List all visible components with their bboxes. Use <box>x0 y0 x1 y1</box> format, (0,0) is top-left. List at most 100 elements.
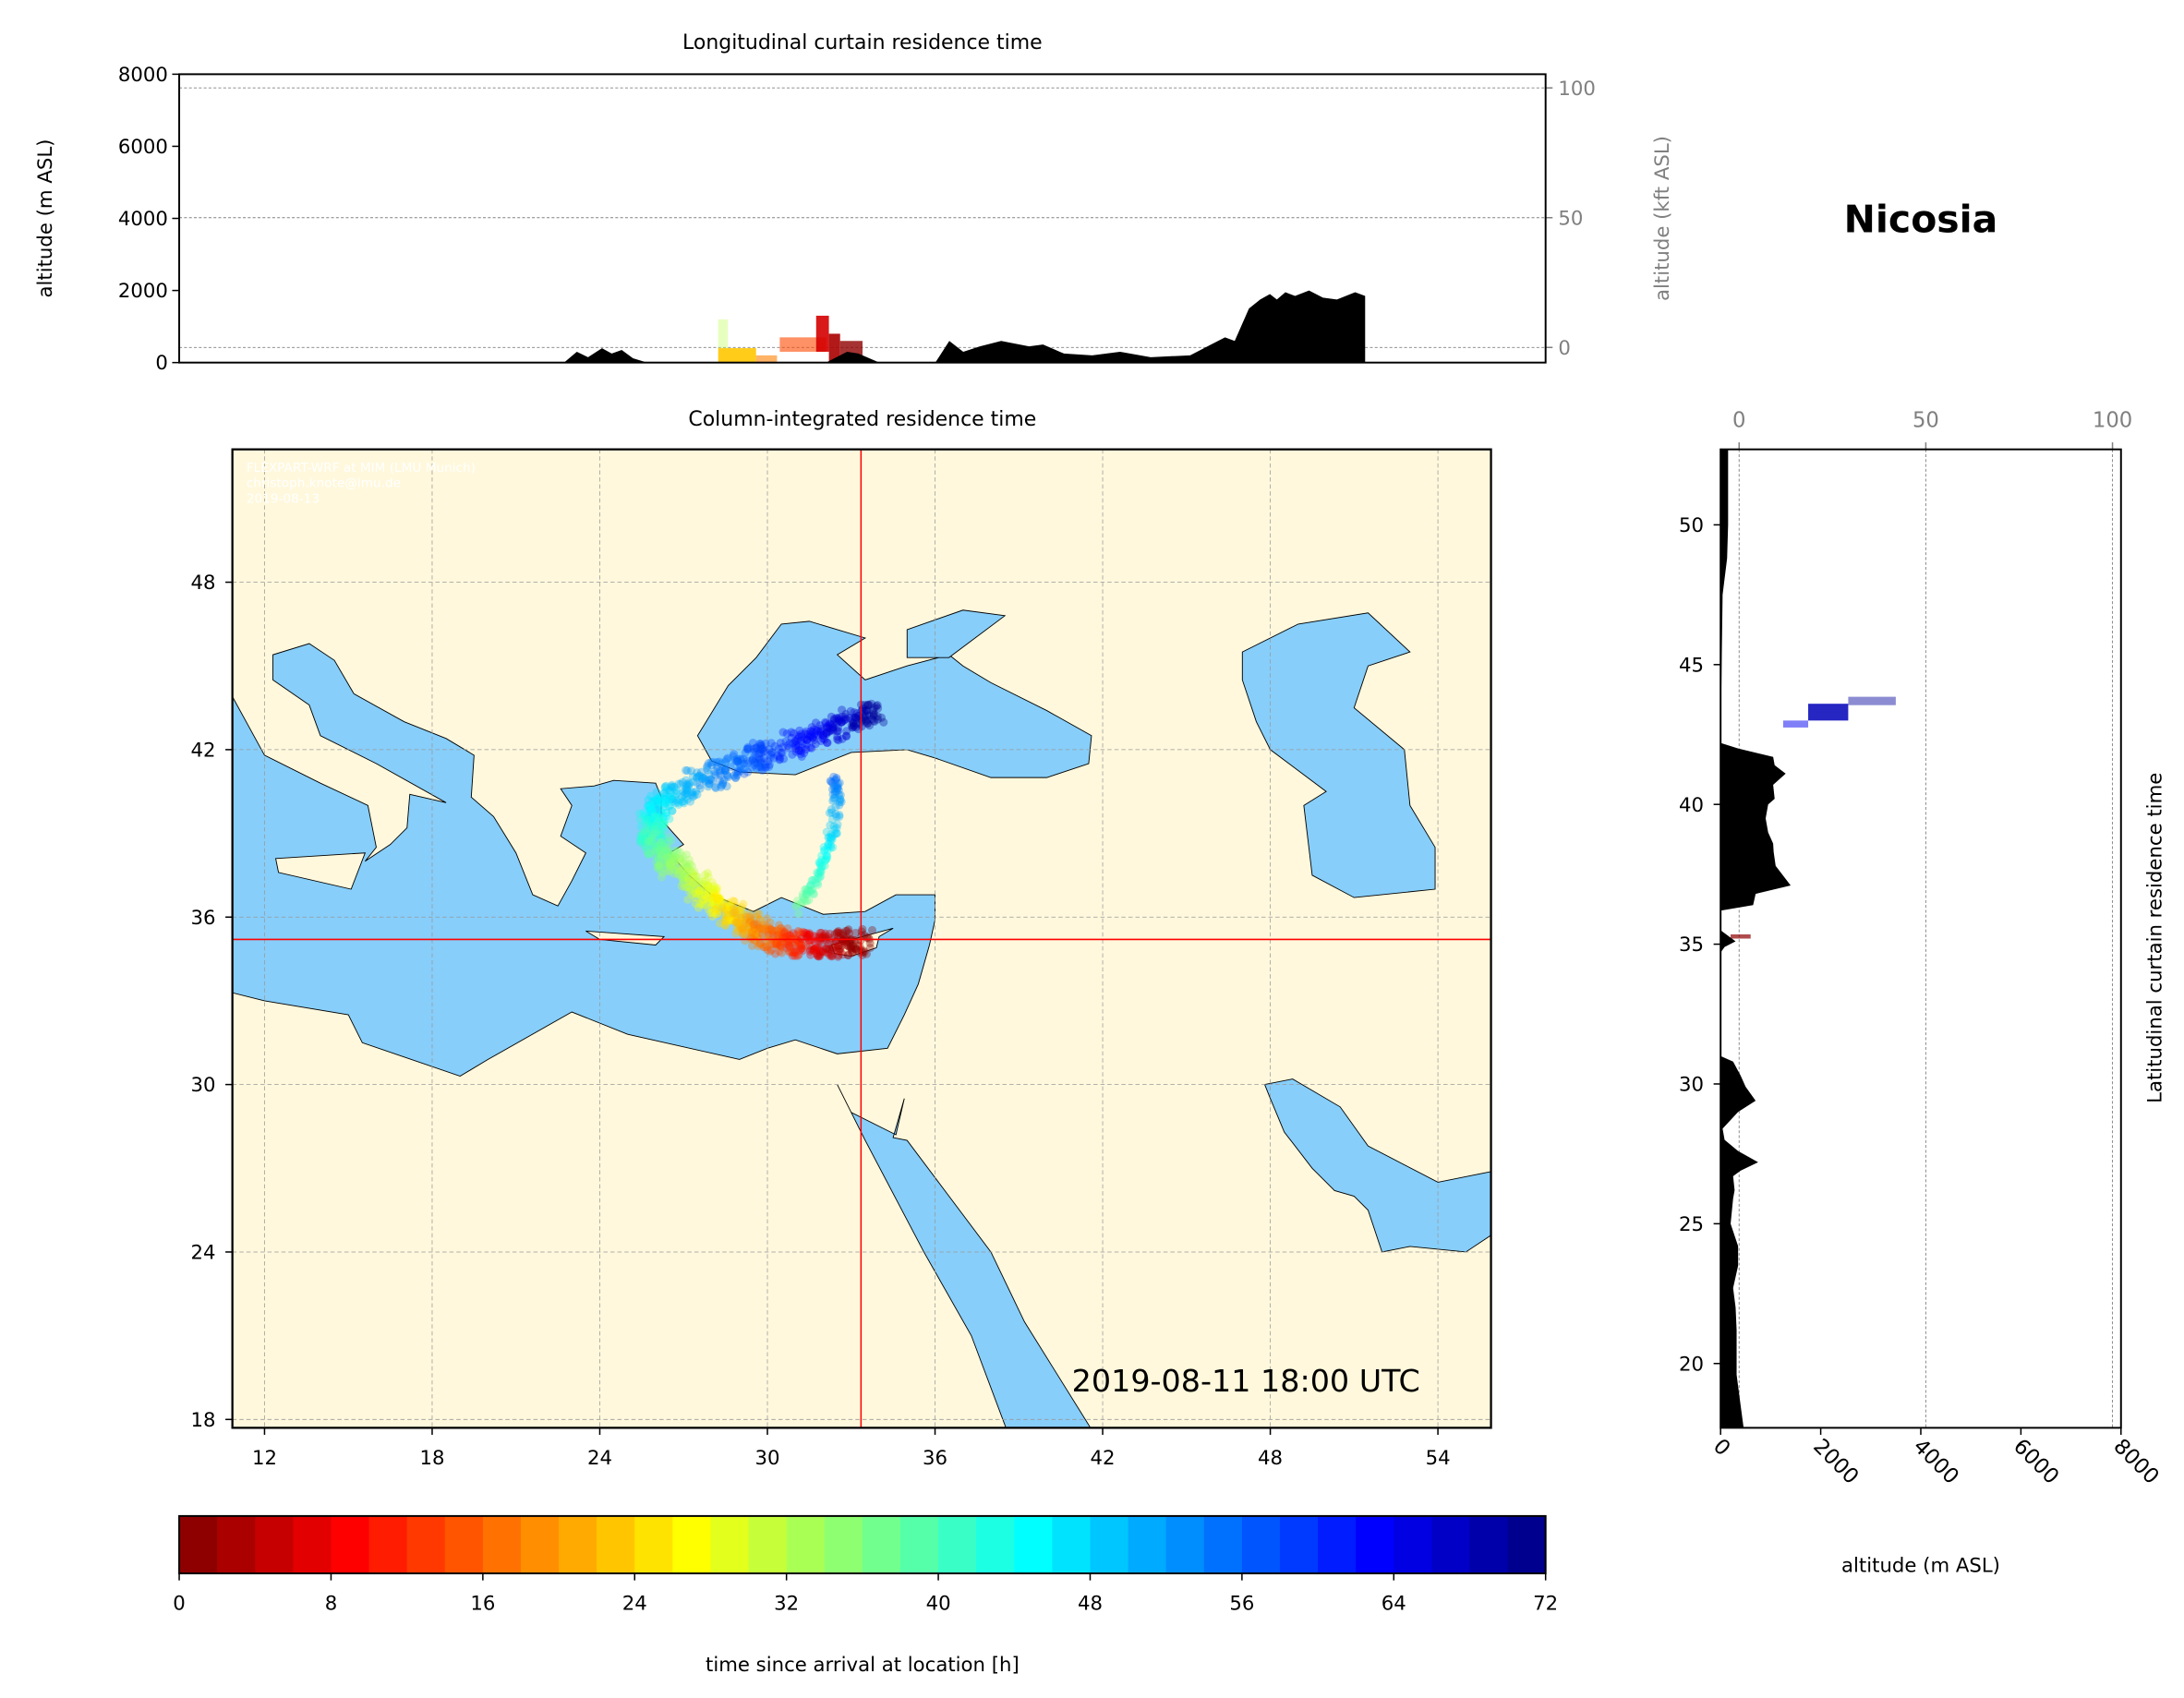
plume-particle <box>746 916 755 926</box>
plume-particle <box>873 701 882 710</box>
plume-particle <box>764 926 773 935</box>
plume-particle <box>730 755 740 765</box>
plume-particle <box>770 741 779 751</box>
plume-particle <box>663 857 672 866</box>
plume-particle <box>754 942 763 951</box>
plume-particle <box>656 816 665 825</box>
plume-particle <box>784 743 793 753</box>
plume-particle <box>826 720 835 729</box>
plume-particle <box>646 822 655 831</box>
plume-particle <box>770 930 779 939</box>
plume-particle <box>646 837 656 846</box>
plume-particle <box>800 749 809 758</box>
plume-particle <box>662 860 671 869</box>
plume-particle <box>761 739 770 748</box>
plume-particle <box>723 773 732 782</box>
plume-particle <box>783 924 792 933</box>
plume-particle <box>755 739 765 749</box>
plume-particle <box>748 739 757 748</box>
plume-particle <box>668 851 677 861</box>
plume-particle <box>640 842 650 851</box>
plume-particle <box>709 892 718 901</box>
plume-particle <box>752 743 761 753</box>
plume-particle <box>747 926 756 935</box>
colorbar-band <box>824 1515 863 1574</box>
plume-particle <box>766 739 776 748</box>
plume-particle <box>826 727 835 736</box>
plume-particle <box>702 881 711 890</box>
plume-particle <box>669 854 678 863</box>
plume-particle <box>814 730 823 740</box>
colorbar-band <box>710 1515 750 1574</box>
plume-particle <box>816 724 826 733</box>
plume-particle <box>765 760 774 769</box>
plume-particle <box>846 941 855 950</box>
plume-particle <box>636 835 646 844</box>
plume-particle <box>683 873 693 883</box>
plume-particle <box>828 944 838 953</box>
residence-cell <box>815 315 829 352</box>
plume-particle <box>704 886 713 896</box>
colorbar-band <box>1052 1515 1092 1574</box>
plume-particle <box>802 889 812 899</box>
plume-particle <box>746 917 755 926</box>
plume-particle <box>790 729 799 738</box>
plume-particle <box>827 933 837 943</box>
plume-particle <box>764 922 773 932</box>
plume-particle <box>802 735 812 744</box>
x-tick-label: 48 <box>1258 1447 1283 1470</box>
plume-particle <box>768 926 778 935</box>
plume-particle <box>795 928 804 937</box>
plume-particle <box>676 857 686 866</box>
plume-particle <box>797 898 806 908</box>
plume-particle <box>649 841 658 850</box>
plume-particle <box>835 778 844 788</box>
plume-particle <box>671 852 681 862</box>
plume-particle <box>865 711 875 720</box>
plume-particle <box>731 757 742 766</box>
plume-particle <box>711 770 720 779</box>
plume-particle <box>636 815 646 825</box>
plume-particle <box>708 893 718 902</box>
plume-particle <box>812 949 821 958</box>
plume-particle <box>796 736 805 745</box>
plume-particle <box>737 924 747 933</box>
plume-particle <box>839 716 849 726</box>
plume-particle <box>792 931 802 940</box>
plume-particle <box>723 771 732 780</box>
plume-particle <box>775 946 784 956</box>
plume-particle <box>698 895 708 904</box>
plume-particle <box>816 727 826 736</box>
plume-particle <box>843 950 852 959</box>
black-sea <box>696 620 1092 778</box>
plume-particle <box>754 922 763 933</box>
plume-particle <box>796 933 806 943</box>
y-tick-label: 0 <box>155 352 168 375</box>
plume-particle <box>739 754 748 764</box>
plume-particle <box>760 763 769 772</box>
plume-particle <box>666 794 675 803</box>
plume-particle <box>847 945 857 955</box>
plume-particle <box>843 926 852 935</box>
plume-particle <box>851 945 861 954</box>
plume-particle <box>832 718 841 728</box>
plume-particle <box>814 944 824 953</box>
plume-particle <box>757 930 767 939</box>
colorbar-band <box>293 1515 332 1574</box>
y-tick-label: 25 <box>1679 1213 1704 1236</box>
plume-particle <box>806 727 815 736</box>
plume-particle <box>647 805 657 814</box>
plume-particle <box>720 916 730 925</box>
plume-particle <box>754 749 764 758</box>
plume-particle <box>796 746 805 756</box>
plume-particle <box>717 759 726 768</box>
colorbar-band <box>1128 1515 1167 1574</box>
plume-particle <box>758 925 767 934</box>
plume-particle <box>770 939 779 948</box>
plume-particle <box>814 933 825 943</box>
plume-particle <box>654 801 663 810</box>
plume-particle <box>667 854 676 863</box>
plume-particle <box>849 718 858 728</box>
plume-particle <box>751 747 760 756</box>
plume-particle <box>697 891 706 900</box>
